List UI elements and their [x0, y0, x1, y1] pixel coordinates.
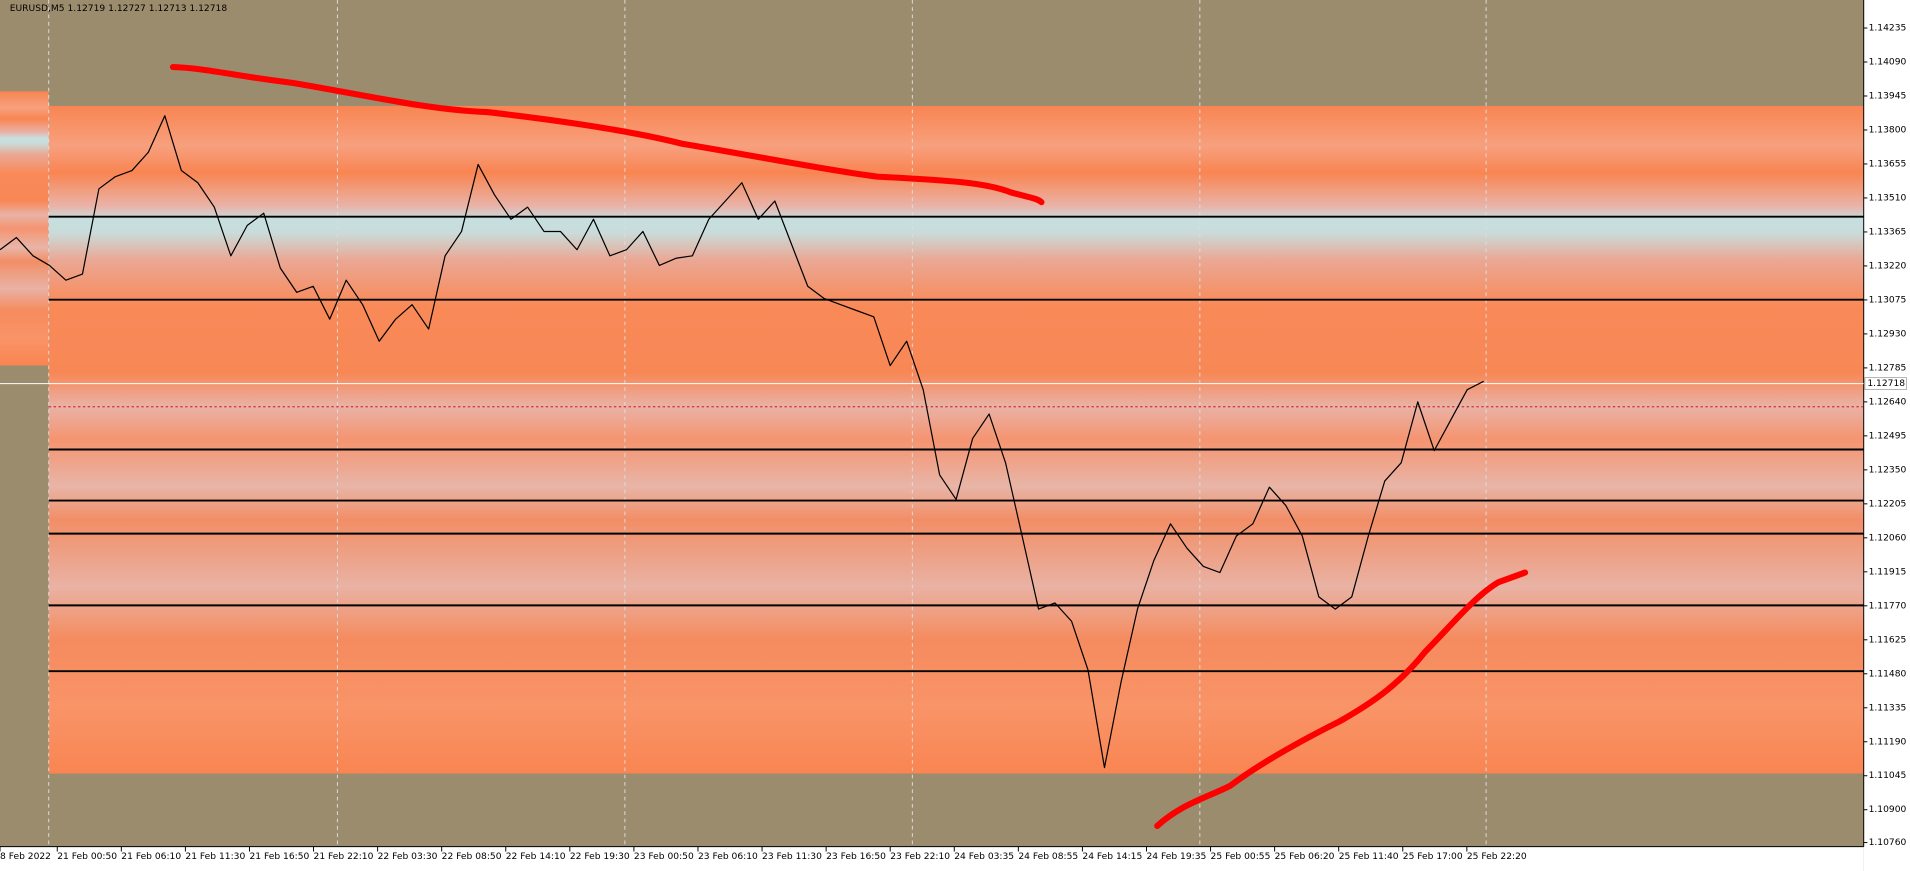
current-price-label: 1.12718 — [1867, 379, 1905, 389]
x-tick-label: 25 Feb 06:20 — [1275, 852, 1335, 862]
x-tick-label: 21 Feb 16:50 — [249, 852, 309, 862]
y-tick-label: 1.11480 — [1869, 669, 1907, 679]
y-tick-label: 1.12495 — [1869, 431, 1907, 441]
x-tick-label: 23 Feb 22:10 — [890, 852, 950, 862]
y-tick-label: 1.14090 — [1869, 58, 1907, 68]
x-tick-label: 23 Feb 06:10 — [698, 852, 758, 862]
x-tick-label: 24 Feb 03:35 — [954, 852, 1014, 862]
period-separators — [48, 0, 1487, 847]
y-tick-label: 1.13945 — [1869, 91, 1907, 101]
chart-title: EURUSD,M5 1.12719 1.12727 1.12713 1.1271… — [10, 4, 228, 14]
volume-profile-left — [0, 91, 49, 366]
annotations — [169, 63, 1529, 829]
y-tick-label: 1.12785 — [1869, 363, 1907, 373]
chart-content: 1.14235 1.14090 1.13945 1.13800 1.13655 1.135… — [0, 24, 1907, 862]
volume-profile — [48, 105, 1864, 774]
y-tick-label: 1.11045 — [1869, 771, 1907, 781]
current-price-box — [1864, 377, 1907, 390]
time-axis — [0, 846, 1864, 871]
y-tick-label: 1.10900 — [1869, 805, 1907, 815]
y-tick-label: 1.13655 — [1869, 159, 1907, 169]
x-tick-label: 25 Feb 17:00 — [1403, 852, 1463, 862]
price-axis — [1863, 0, 1910, 871]
y-tick-label: 1.13220 — [1869, 261, 1907, 271]
x-tick-label: 22 Feb 03:30 — [378, 852, 438, 862]
x-tick-label: 21 Feb 22:10 — [314, 852, 374, 862]
x-tick-label: 22 Feb 14:10 — [506, 852, 566, 862]
y-tick-label: 1.11770 — [1869, 601, 1907, 611]
x-tick-label: 24 Feb 08:55 — [1018, 852, 1078, 862]
x-tick-label: 21 Feb 11:30 — [185, 852, 245, 862]
x-tick-label: 24 Feb 19:35 — [1146, 852, 1206, 862]
y-tick-label: 1.13365 — [1869, 227, 1907, 237]
x-tick-label: 23 Feb 16:50 — [826, 852, 886, 862]
x-tick-label: 23 Feb 11:30 — [762, 852, 822, 862]
x-tick-label: 25 Feb 11:40 — [1339, 852, 1399, 862]
y-tick-label: 1.12640 — [1869, 397, 1907, 407]
x-tick-label: 21 Feb 00:50 — [57, 852, 117, 862]
y-tick-label: 1.11625 — [1869, 635, 1907, 645]
y-tick-label: 1.13510 — [1869, 193, 1907, 203]
y-tick-label: 1.11915 — [1869, 567, 1907, 577]
y-tick-label: 1.11190 — [1869, 737, 1907, 747]
x-tick-label: 23 Feb 00:50 — [634, 852, 694, 862]
y-tick-label: 1.12350 — [1869, 465, 1907, 475]
price-line — [0, 115, 1484, 769]
y-tick-label: 1.12205 — [1869, 499, 1907, 509]
x-tick-label: 22 Feb 19:30 — [570, 852, 630, 862]
y-tick-label: 1.12060 — [1869, 533, 1907, 543]
x-tick-label: 8 Feb 2022 — [0, 852, 51, 862]
y-tick-label: 1.11335 — [1869, 703, 1907, 713]
y-tick-label: 1.13800 — [1869, 125, 1907, 135]
x-tick-label: 25 Feb 22:20 — [1467, 852, 1527, 862]
x-tick-label: 25 Feb 00:55 — [1211, 852, 1271, 862]
y-tick-label: 1.10760 — [1869, 838, 1907, 848]
y-tick-label: 1.12930 — [1869, 329, 1907, 339]
y-tick-label: 1.13075 — [1869, 295, 1907, 305]
x-tick-label: 22 Feb 08:50 — [442, 852, 502, 862]
y-tick-label: 1.14235 — [1869, 24, 1907, 34]
x-tick-label: 24 Feb 14:15 — [1082, 852, 1142, 862]
x-tick-label: 21 Feb 06:10 — [121, 852, 181, 862]
